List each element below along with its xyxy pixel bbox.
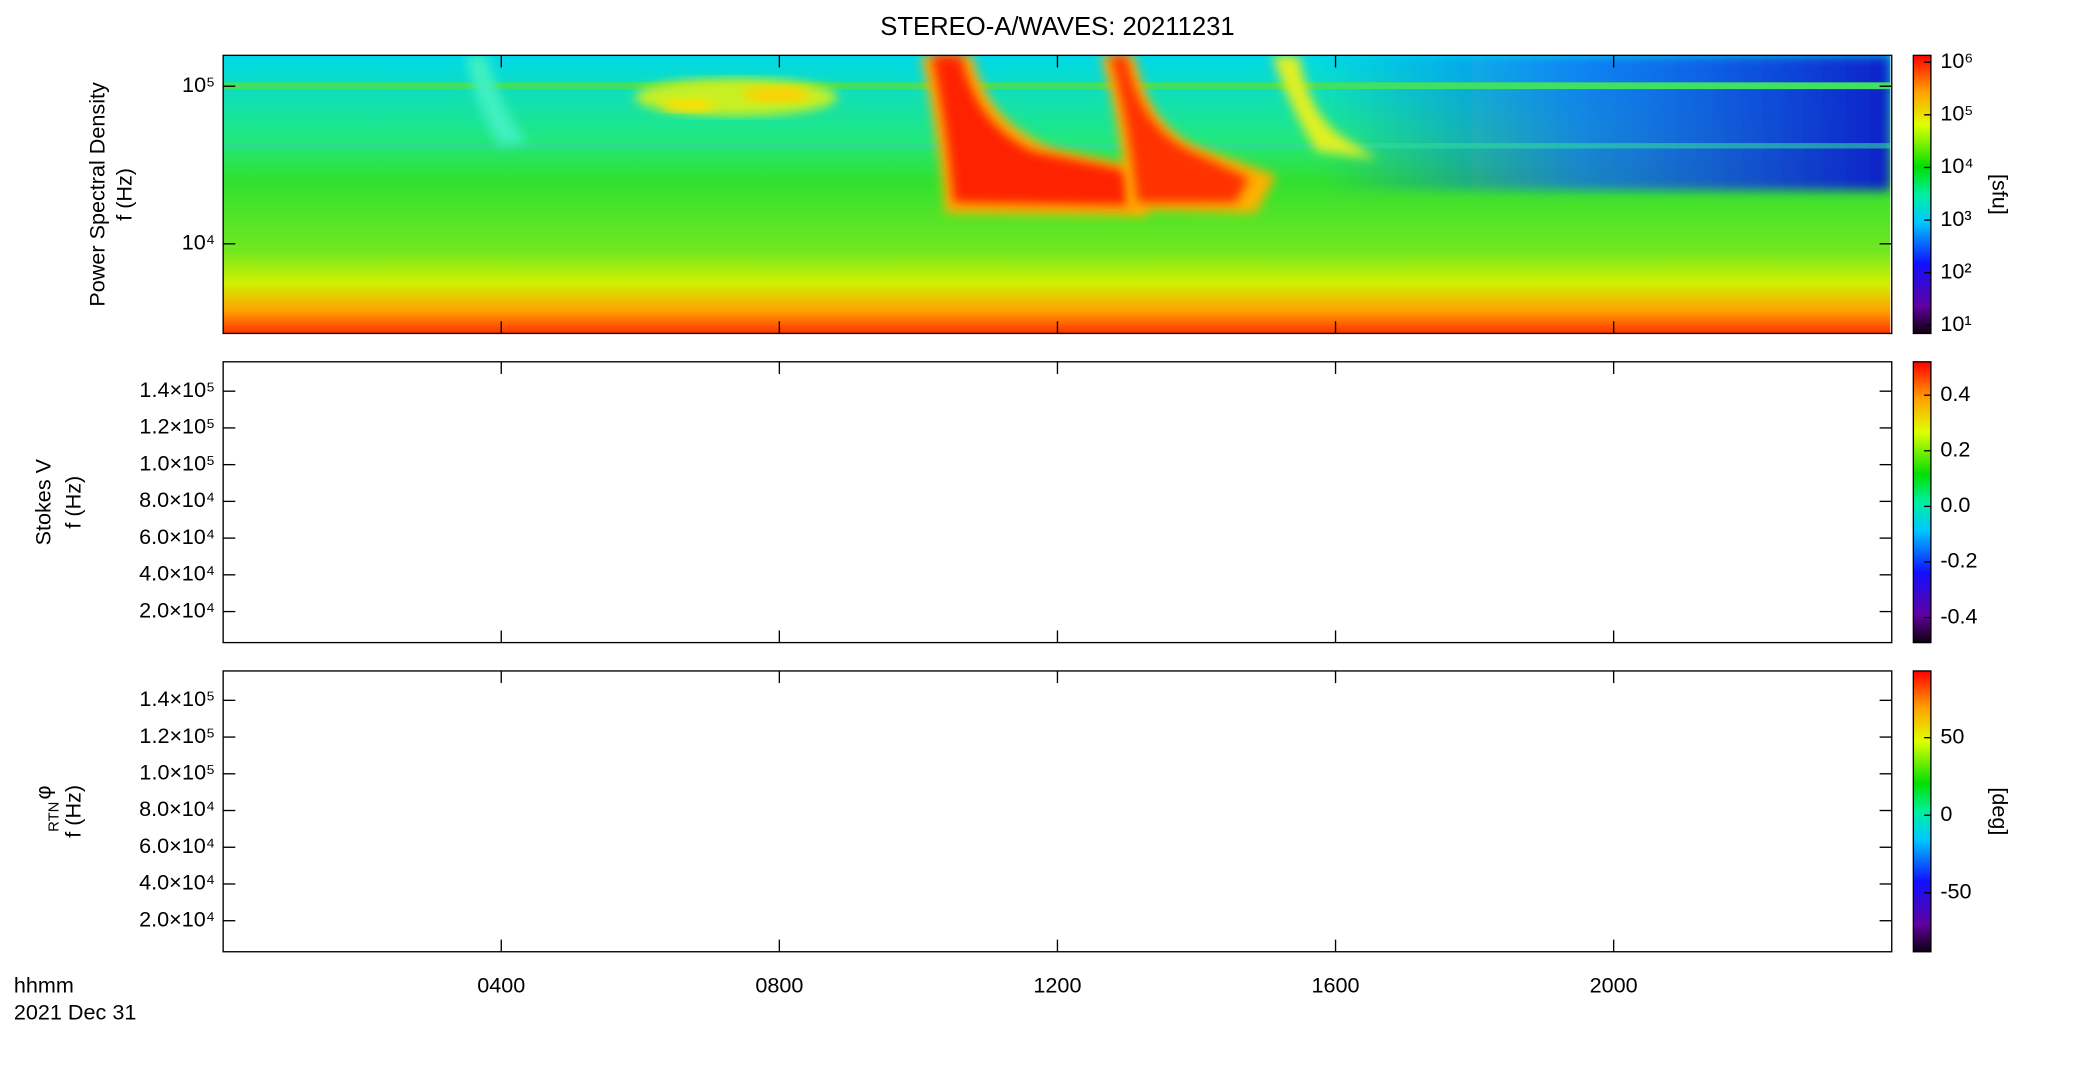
y-axis-label: Power Spectral Density <box>85 82 110 307</box>
y-tick-label: 10⁴ <box>182 230 215 255</box>
y-axis-subscript: RTN <box>46 802 62 832</box>
chart-title: STEREO-A/WAVES: 20211231 <box>880 13 1234 41</box>
x-tick-label: 2000 <box>1590 973 1638 998</box>
y-axis-label: Stokes V <box>31 458 56 545</box>
colorbar <box>1913 670 1931 952</box>
colorbar-tick-label: 10⁵ <box>1940 101 1973 126</box>
colorbar-tick-label: 50 <box>1940 723 1964 748</box>
spectrogram <box>223 55 1891 334</box>
x-tick-label: 0800 <box>755 973 803 998</box>
y-tick-label: 6.0×10⁴ <box>139 524 215 549</box>
colorbar-label: [deg] <box>1988 787 2013 835</box>
colorbar-tick-label: 10¹ <box>1940 311 1971 336</box>
x-tick-label: 0400 <box>477 973 525 998</box>
y-tick-label: 8.0×10⁴ <box>139 487 215 512</box>
colorbar-tick-label: -0.4 <box>1940 603 1977 628</box>
y-tick-label: 8.0×10⁴ <box>139 796 215 821</box>
colorbar-tick-label: 0 <box>1940 801 1952 826</box>
x-tick-label: 1600 <box>1312 973 1360 998</box>
y-tick-label: 1.4×10⁵ <box>139 377 215 402</box>
x-tick-label: 1200 <box>1033 973 1081 998</box>
colorbar-frame <box>1912 361 1932 644</box>
y-tick-label: 1.2×10⁵ <box>139 414 215 439</box>
colorbar-label: [sfu] <box>1988 174 2013 215</box>
y-tick-label: 4.0×10⁴ <box>139 870 215 895</box>
colorbar-tick-label: 0.2 <box>1940 436 1970 461</box>
colorbar-tick-label: 10⁴ <box>1940 153 1973 178</box>
plot-frame <box>222 361 1893 644</box>
date-label: 2021 Dec 31 <box>14 1000 136 1025</box>
y-axis-symbol: φ <box>31 785 56 799</box>
y-tick-label: 10⁵ <box>182 72 215 97</box>
colorbar <box>1913 55 1931 334</box>
y-axis-label: f (Hz) <box>60 476 85 529</box>
colorbar-tick-label: 10² <box>1940 258 1971 283</box>
colorbar-tick-label: 10³ <box>1940 206 1971 231</box>
y-axis-label: f (Hz) <box>112 168 137 221</box>
colorbar-frame <box>1912 54 1932 335</box>
y-tick-label: 1.2×10⁵ <box>139 723 215 748</box>
x-axis-label: hhmm <box>14 973 74 998</box>
y-tick-label: 2.0×10⁴ <box>139 597 215 622</box>
y-tick-label: 4.0×10⁴ <box>139 561 215 586</box>
colorbar-tick-label: 0.4 <box>1940 381 1970 406</box>
colorbar-tick-label: -0.2 <box>1940 548 1977 573</box>
y-axis-label: f (Hz) <box>60 785 85 838</box>
colorbar-tick-label: 0.0 <box>1940 492 1970 517</box>
colorbar-frame <box>1912 670 1932 953</box>
colorbar-tick-label: 10⁶ <box>1940 48 1973 73</box>
y-tick-label: 1.0×10⁵ <box>139 450 215 475</box>
y-tick-label: 1.0×10⁵ <box>139 759 215 784</box>
colorbar <box>1913 361 1931 643</box>
y-tick-label: 6.0×10⁴ <box>139 833 215 858</box>
colorbar-tick-label: -50 <box>1940 879 1971 904</box>
plot-frame <box>222 670 1893 953</box>
y-tick-label: 2.0×10⁴ <box>139 906 215 931</box>
y-tick-label: 1.4×10⁵ <box>139 686 215 711</box>
